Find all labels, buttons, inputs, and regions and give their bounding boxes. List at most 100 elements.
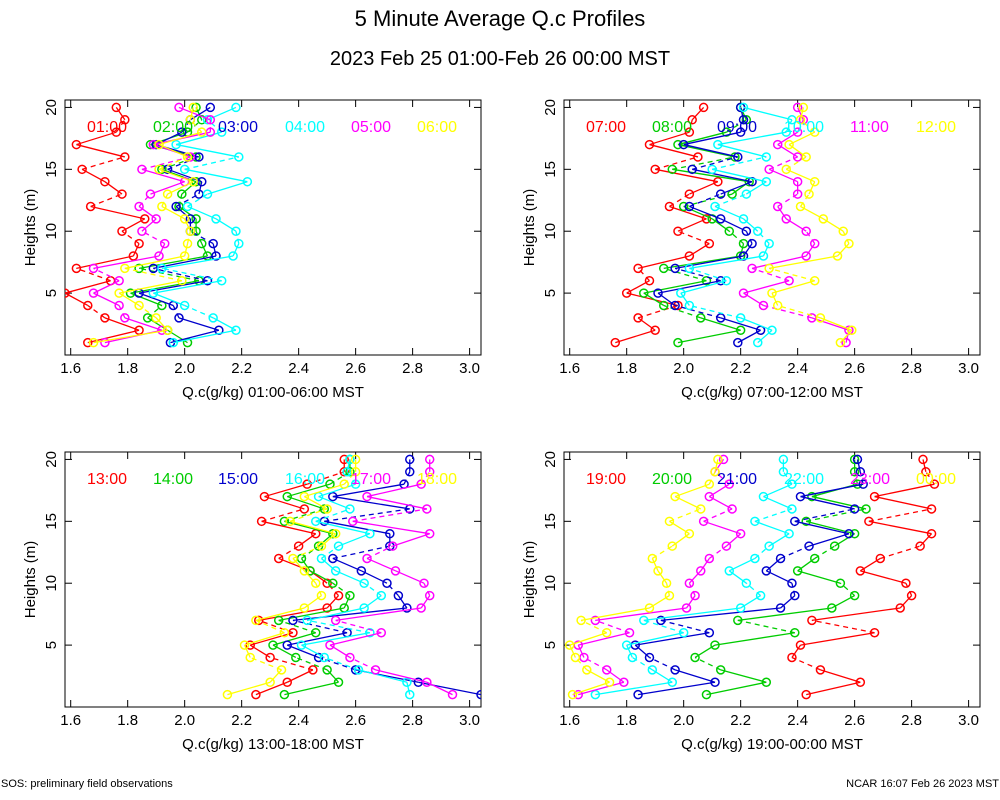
data-point <box>718 454 729 465</box>
series-segment <box>714 471 730 485</box>
data-point <box>849 504 860 514</box>
series-segment <box>264 495 305 510</box>
x-tick-label: 2.2 <box>231 712 252 729</box>
series-segment <box>363 595 382 609</box>
data-point <box>787 479 797 489</box>
x-axis-label: Q.c(g/kg) 19:00-00:00 MST <box>681 736 863 753</box>
series-segment <box>420 471 431 485</box>
x-tick-label: 2.0 <box>174 360 195 377</box>
data-point <box>733 152 743 162</box>
data-point <box>345 652 355 663</box>
series-segment <box>250 632 294 646</box>
data-point <box>254 615 264 626</box>
data-point <box>713 176 723 187</box>
data-point <box>567 689 578 700</box>
series-segment <box>335 619 382 634</box>
series-segment <box>674 267 721 282</box>
data-point <box>77 164 87 175</box>
data-point <box>684 263 695 274</box>
data-point <box>111 102 122 113</box>
x-tick-label: 2.6 <box>844 360 865 377</box>
series-segment <box>332 495 410 510</box>
series-segment <box>634 644 650 658</box>
legend-entry: 13:00 <box>87 471 127 488</box>
data-point <box>621 640 632 650</box>
data-point <box>447 689 458 700</box>
series-segment <box>811 495 867 510</box>
data-point <box>658 263 669 274</box>
data-point <box>841 337 851 348</box>
series-segment <box>158 143 188 158</box>
series-segment <box>227 681 271 696</box>
series-segment <box>689 255 764 269</box>
plot-frame <box>563 451 981 708</box>
data-point <box>809 553 820 564</box>
x-tick-label: 2.2 <box>231 360 252 377</box>
series-segment <box>806 681 861 696</box>
data-point <box>387 541 398 551</box>
series-segment <box>272 632 316 646</box>
series-segment <box>820 317 853 331</box>
series-segment <box>691 106 705 121</box>
series-segment <box>578 632 630 646</box>
series-segment <box>626 644 633 658</box>
series-segment <box>683 143 738 158</box>
y-tick-label: 5 <box>542 289 559 297</box>
series-segment <box>158 243 166 257</box>
data-point <box>362 553 372 564</box>
series-segment <box>751 267 790 282</box>
data-point <box>424 590 435 601</box>
data-point <box>313 541 324 551</box>
data-point <box>801 251 811 261</box>
series-segment <box>178 317 220 331</box>
series-segment <box>717 143 767 158</box>
data-point <box>835 578 846 588</box>
data-point <box>162 189 173 199</box>
series-segment <box>153 255 217 269</box>
data-point <box>670 491 680 502</box>
series-segment <box>806 508 867 522</box>
series-segment <box>762 243 770 257</box>
series-segment <box>232 243 240 257</box>
data-point <box>772 300 783 311</box>
series-segment <box>301 632 370 646</box>
y-tick-label: 5 <box>43 641 60 649</box>
data-point <box>216 275 227 286</box>
x-tick-label: 2.4 <box>288 712 309 729</box>
data-point <box>761 152 772 162</box>
data-point <box>664 590 675 601</box>
data-point <box>310 627 321 638</box>
data-point <box>790 516 800 527</box>
series-segment <box>743 218 759 232</box>
data-point <box>733 615 743 626</box>
data-point <box>350 467 361 477</box>
legend-entry: 06:00 <box>417 119 457 136</box>
y-axis-label: Heights (m) <box>521 541 538 619</box>
legend-entry: 07:00 <box>586 119 626 136</box>
series-segment <box>740 119 745 133</box>
data-point <box>644 652 655 663</box>
series-segment <box>595 619 630 634</box>
series-segment <box>655 168 718 183</box>
data-point <box>350 479 361 489</box>
series-segment <box>800 632 875 646</box>
data-point <box>174 102 184 113</box>
data-point <box>157 263 167 274</box>
data-point <box>416 603 426 613</box>
series-segment <box>186 231 192 244</box>
data-point <box>222 689 233 700</box>
x-tick-label: 2.8 <box>402 360 423 377</box>
data-point <box>345 454 355 465</box>
data-point <box>621 288 632 298</box>
y-tick-label: 10 <box>43 223 60 240</box>
data-point <box>735 603 746 613</box>
data-point <box>120 115 130 125</box>
series-segment <box>745 582 762 597</box>
data-point <box>624 627 635 638</box>
series-0600 <box>88 102 207 348</box>
data-point <box>259 491 270 502</box>
series-segment <box>235 231 240 244</box>
series-segment <box>725 533 742 547</box>
data-point <box>328 578 338 588</box>
series-segment <box>728 230 744 245</box>
